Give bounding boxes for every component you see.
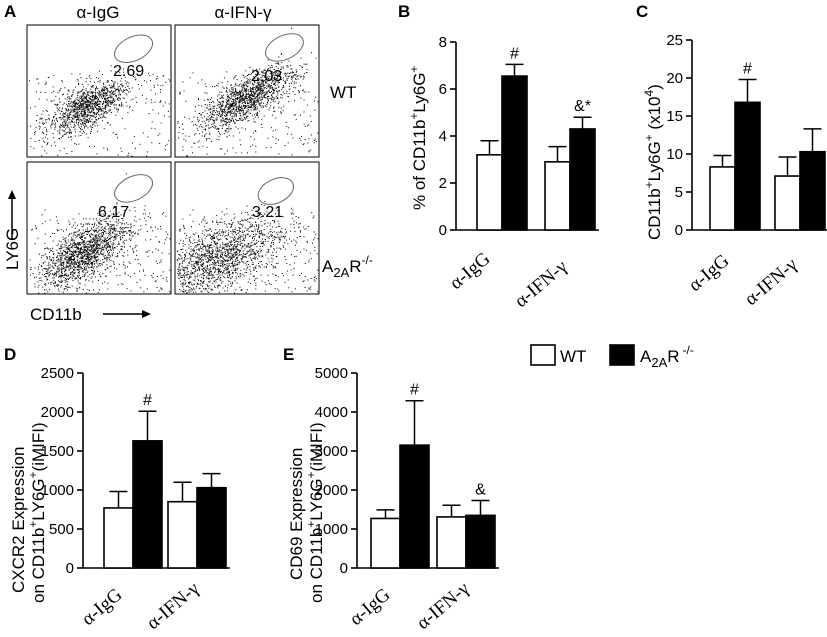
flow-y-axis-label: LY6G <box>3 228 22 270</box>
flow-col-header-ifn: α-IFN-γ <box>214 3 272 22</box>
bar-wt <box>544 161 571 231</box>
y-tick-label: 5000 <box>315 365 348 382</box>
bar-ko <box>132 440 163 569</box>
bar-ko <box>734 101 761 231</box>
y-tick-label: 500 <box>49 521 74 538</box>
y-tick-label: 8 <box>439 34 447 51</box>
legend-label-wt: WT <box>560 347 586 366</box>
legend-swatch-ko <box>609 344 635 366</box>
y-tick-label: 4 <box>439 128 447 145</box>
y-tick-label: 1000 <box>41 482 74 499</box>
flow-dots <box>176 177 319 294</box>
significance-mark: # <box>743 61 752 78</box>
flow-plot-ko-igg <box>26 161 172 295</box>
chart-c: 0 5 10 15 20 25 # α-IgG α-IFN-γ <box>666 32 827 310</box>
y-tick-label: 25 <box>666 32 683 49</box>
legend: WT A2AR -/- <box>530 343 694 370</box>
x-tick-label: α-IFN-γ <box>741 254 802 310</box>
gate-value-ko-ifn: 3.21 <box>252 204 283 221</box>
chart-e-ylabel-line1: CD69 Expression <box>287 448 306 580</box>
x-tick-label: α-IFN-γ <box>143 578 204 634</box>
y-tick-label: 3000 <box>315 443 348 460</box>
y-tick-label: 5 <box>675 184 683 201</box>
bar-ko <box>399 444 430 569</box>
y-tick-label: 2000 <box>41 404 74 421</box>
gate-ellipse <box>264 33 304 62</box>
significance-mark: # <box>510 45 519 62</box>
panel-label-c: C <box>636 2 648 21</box>
y-tick-label: 2 <box>439 175 447 192</box>
gate-ellipse <box>257 177 294 205</box>
bar-wt <box>476 154 503 231</box>
flow-y-axis-arrow <box>8 190 16 240</box>
x-tick-label: α-IgG <box>685 250 734 296</box>
significance-mark: # <box>410 382 419 399</box>
bar-wt <box>709 166 736 231</box>
x-tick-label: α-IgG <box>346 584 395 630</box>
flow-col-header-igg: α-IgG <box>77 3 120 22</box>
panel-label-b: B <box>398 2 410 21</box>
significance-mark: &* <box>574 98 591 115</box>
y-tick-label: 6 <box>439 81 447 98</box>
bar-wt <box>103 507 134 569</box>
significance-mark: # <box>143 392 152 409</box>
flow-plots <box>26 24 320 295</box>
x-tick-label: α-IFN-γ <box>511 256 572 312</box>
y-tick-label: 0 <box>675 222 683 239</box>
y-tick-label: 2000 <box>315 482 348 499</box>
x-tick-label: α-IgG <box>78 584 127 630</box>
y-tick-label: 0 <box>340 560 348 577</box>
chart-b-ylabel: % of CD11b+Ly6G+ <box>407 66 429 210</box>
chart-d-ylabel-line2: on CD11b+LY6G+(iMIFI) <box>26 422 48 603</box>
legend-swatch-wt <box>530 344 556 366</box>
gate-value-wt-ifn: 2.03 <box>251 68 282 85</box>
bar-ko <box>196 486 227 569</box>
gate-ellipse <box>114 174 154 203</box>
x-tick-label: α-IFN-γ <box>413 578 474 634</box>
bar-ko <box>501 75 528 231</box>
y-tick-label: 0 <box>439 222 447 239</box>
row-label-wt: WT <box>330 83 356 102</box>
bar-wt <box>774 175 801 231</box>
chart-d-ylabel-line1: CXCR2 Expression <box>9 447 28 593</box>
y-tick-label: 2500 <box>41 365 74 382</box>
chart-b: 0 2 4 6 8 # &* α-IgG α-IFN-γ <box>439 34 599 312</box>
y-tick-label: 1500 <box>41 443 74 460</box>
y-tick-label: 0 <box>66 560 74 577</box>
gate-value-ko-igg: 6.17 <box>98 204 129 221</box>
gate-ellipse <box>114 34 154 63</box>
legend-label-ko: A2AR -/- <box>640 343 694 370</box>
y-tick-label: 10 <box>666 146 683 163</box>
bar-ko <box>569 128 596 231</box>
chart-d: 0 500 1000 1500 2000 2500 # α-IgG α-IFN-γ <box>41 365 230 634</box>
bar-wt <box>167 500 198 569</box>
y-tick-label: 15 <box>666 108 683 125</box>
bar-ko <box>799 150 826 231</box>
panel-label-e: E <box>283 345 294 364</box>
chart-e: 0 1000 2000 3000 4000 5000 # & α-IgG α-IFN-γ <box>315 365 499 634</box>
row-label-ko: A2AR-/- <box>322 253 373 280</box>
chart-c-ylabel: CD11b+Ly6G+ (x104) <box>642 84 664 240</box>
flow-x-axis-label: CD11b <box>30 305 82 324</box>
panel-label-a: A <box>4 2 16 21</box>
flow-dots <box>29 173 171 294</box>
panel-label-d: D <box>4 345 16 364</box>
chart-e-ylabel-line2: on CD11b+LY6G+(iMIFI) <box>304 422 326 603</box>
significance-mark: & <box>475 482 486 499</box>
flow-x-axis-arrow <box>103 310 151 318</box>
y-tick-label: 4000 <box>315 404 348 421</box>
gate-value-wt-igg: 2.69 <box>113 63 144 80</box>
y-tick-label: 1000 <box>315 521 348 538</box>
x-tick-label: α-IgG <box>446 248 495 294</box>
bar-ko <box>465 514 496 569</box>
bar-wt <box>370 517 401 569</box>
flow-plot-ko-ifn <box>174 161 320 295</box>
y-tick-label: 20 <box>666 70 683 87</box>
flow-dots <box>29 34 171 157</box>
bar-wt <box>436 516 467 569</box>
flow-plot-wt-ifn <box>174 24 320 158</box>
flow-dots <box>177 27 319 157</box>
